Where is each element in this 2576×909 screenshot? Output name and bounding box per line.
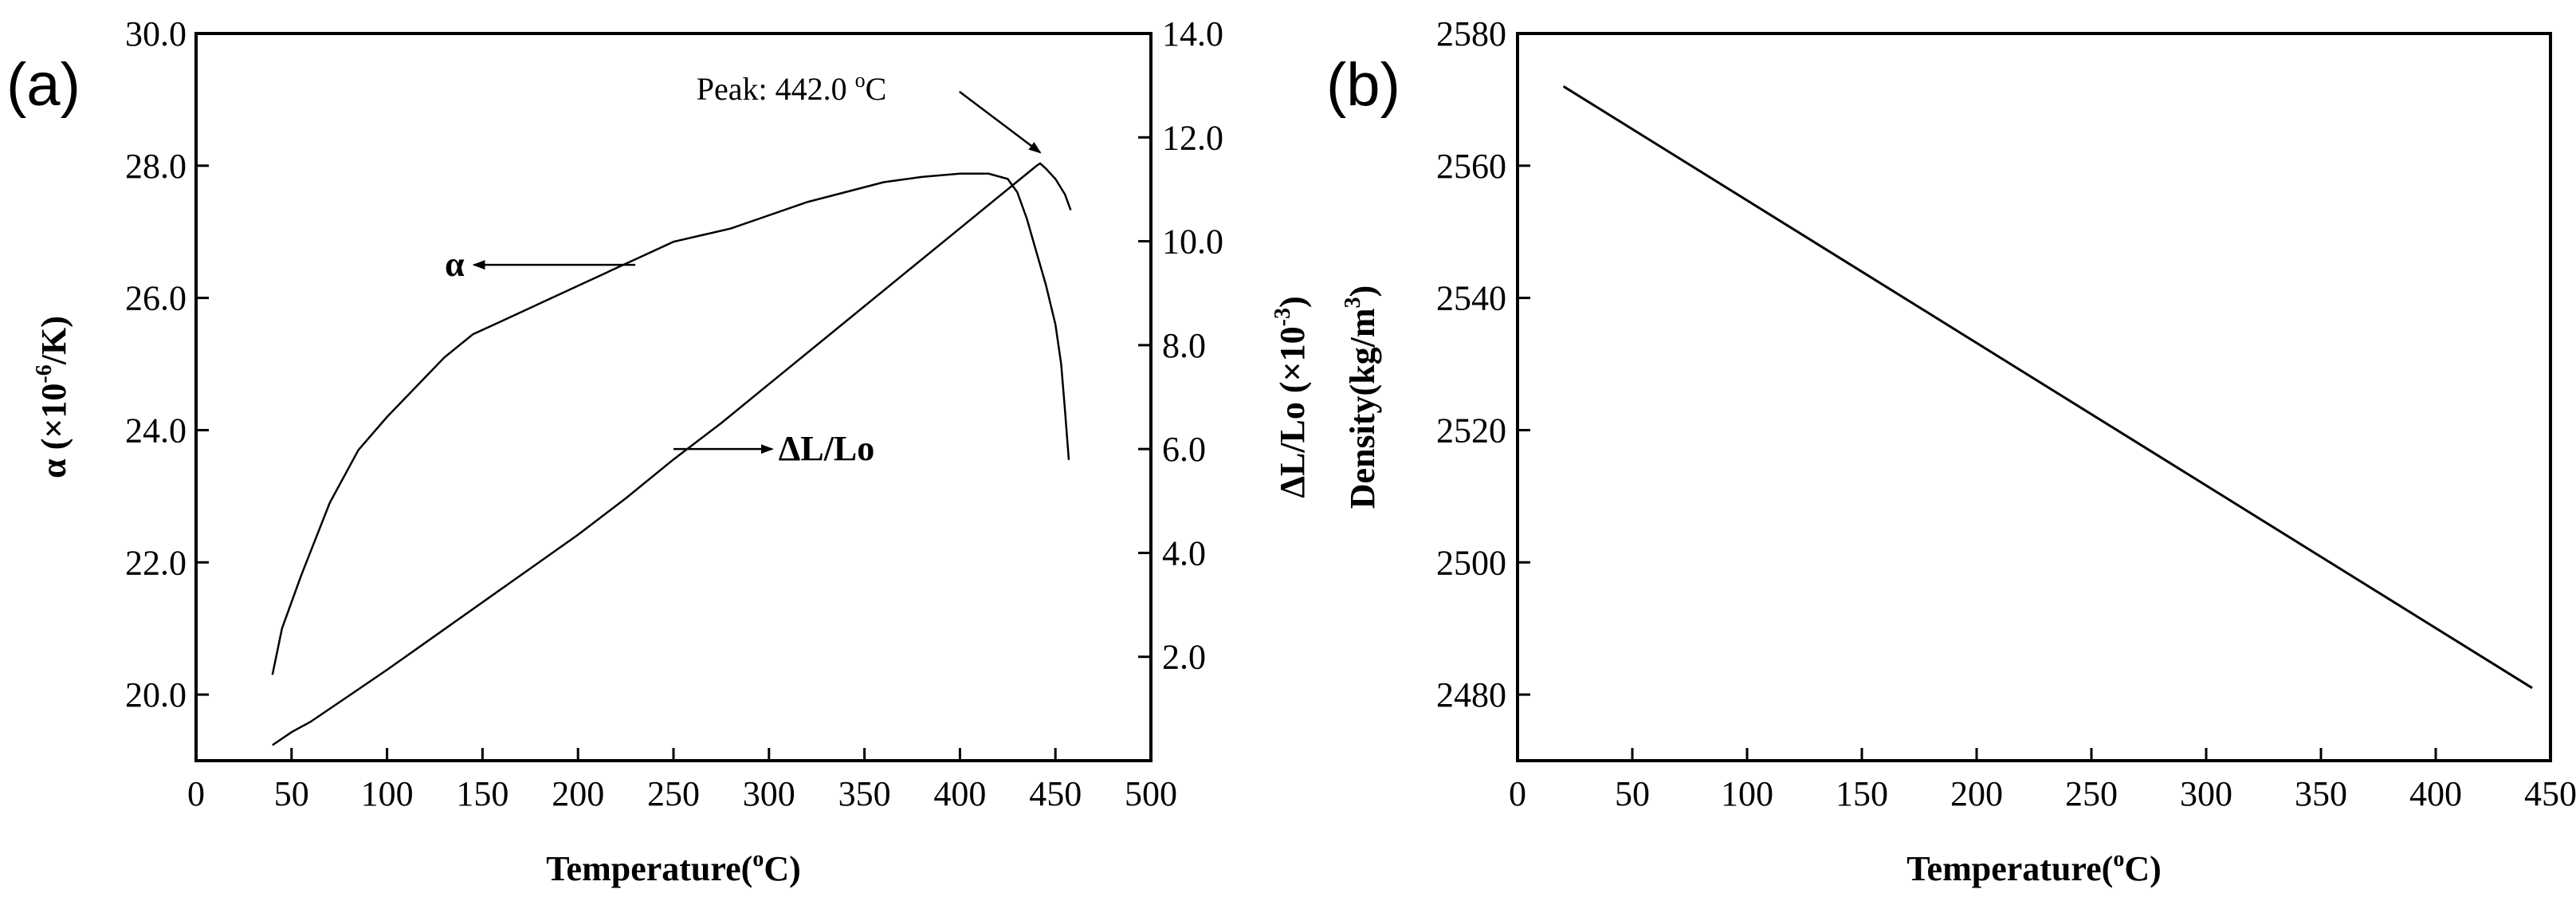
- y2-tick-label: 2.0: [1162, 638, 1206, 677]
- x-tick-label: 500: [1125, 774, 1177, 813]
- peak-annotation-label: Peak: 442.0 oC: [697, 69, 887, 107]
- x-tick-label: 300: [2180, 774, 2232, 813]
- x-tick-label: 250: [2065, 774, 2118, 813]
- x-tick-label: 450: [2524, 774, 2576, 813]
- y2-tick-label: 12.0: [1162, 118, 1223, 157]
- x-tick-label: 100: [1721, 774, 1773, 813]
- chart-a: 0 50 100 150 200 250 300 350 400 450 500 20.022.02…: [6, 14, 1312, 888]
- chart-a-y-axis-left: 20.0 22.0 24.0 26.0 28.0 30.0: [125, 14, 209, 714]
- y2-tick-label: 4.0: [1162, 533, 1206, 573]
- x-tick-label: 350: [838, 774, 891, 813]
- x-tick-label: 450: [1029, 774, 1082, 813]
- y-tick-label: 2560: [1436, 147, 1506, 186]
- chart-b-x-label: Temperature(oC): [1906, 847, 2162, 888]
- chart-b: 0 50 100 150 200 250 300 350 400 450 2480 2500 2520…: [1326, 14, 2576, 888]
- x-tick-label: 0: [1509, 774, 1526, 813]
- expansion-line: [272, 162, 1072, 746]
- x-tick-label: 200: [1950, 774, 2003, 813]
- x-tick-label: 0: [187, 774, 205, 813]
- y-tick-label: 24.0: [125, 411, 187, 450]
- y-tick-label: 2480: [1436, 675, 1506, 714]
- alpha-line: [271, 172, 1070, 675]
- y2-tick-label: 8.0: [1162, 326, 1206, 365]
- chart-a-series: [271, 162, 1072, 746]
- chart-a-plot-frame: [194, 32, 1153, 762]
- y-tick-label: 28.0: [125, 147, 187, 186]
- chart-b-y-label: Density(kg/m3): [1341, 285, 1382, 509]
- y2-tick-label: 10.0: [1162, 222, 1223, 262]
- chart-a-x-axis: 0 50 100 150 200 250 300 350 400 450 500: [187, 748, 1177, 813]
- chart-b-plot-frame: [1516, 32, 2552, 762]
- x-tick-label: 150: [1836, 774, 1888, 813]
- y-tick-label: 2580: [1436, 14, 1506, 53]
- y-tick-label: 20.0: [125, 675, 187, 714]
- chart-a-annotations: α ΔL/Lo Peak: 442.0 oC: [445, 69, 1042, 468]
- chart-b-panel-label: (b): [1326, 51, 1400, 119]
- x-tick-label: 400: [933, 774, 986, 813]
- density-line: [1562, 85, 2533, 690]
- y2-tick-label: 14.0: [1162, 14, 1223, 53]
- chart-a-x-label: Temperature(oC): [546, 847, 801, 888]
- y-tick-label: 2500: [1436, 543, 1506, 582]
- chart-a-panel-label: (a): [6, 51, 80, 119]
- x-tick-label: 400: [2409, 774, 2462, 813]
- x-tick-label: 150: [456, 774, 509, 813]
- x-tick-label: 200: [552, 774, 604, 813]
- chart-b-series: [1562, 85, 2533, 690]
- x-tick-label: 250: [647, 774, 700, 813]
- y-tick-label: 2540: [1436, 279, 1506, 318]
- peak-annotation-arrow: [958, 90, 1042, 154]
- x-tick-label: 350: [2295, 774, 2347, 813]
- x-tick-label: 300: [743, 774, 795, 813]
- y-tick-label: 26.0: [125, 279, 187, 318]
- x-tick-label: 50: [1615, 774, 1650, 813]
- expansion-annotation-label: ΔL/Lo: [779, 429, 875, 468]
- y2-tick-label: 6.0: [1162, 430, 1206, 469]
- alpha-annotation-label: α: [445, 245, 465, 284]
- chart-a-y-label-left: α (×10-6/K): [32, 316, 73, 478]
- y-tick-label: 30.0: [125, 14, 187, 53]
- y-tick-label: 2520: [1436, 411, 1506, 450]
- y-tick-label: 22.0: [125, 543, 187, 582]
- x-tick-label: 100: [361, 774, 414, 813]
- chart-a-y-label-right: ΔL/Lo (×10-3): [1270, 296, 1312, 498]
- chart-b-x-axis: 0 50 100 150 200 250 300 350 400 450: [1509, 748, 2576, 813]
- chart-a-y-axis-right: 2.0 4.0 6.0 8.0 10.0 12.0 14.0: [1138, 14, 1223, 677]
- x-tick-label: 50: [274, 774, 309, 813]
- chart-b-y-axis: 2480 2500 2520 2540 2560 2580: [1436, 14, 1530, 714]
